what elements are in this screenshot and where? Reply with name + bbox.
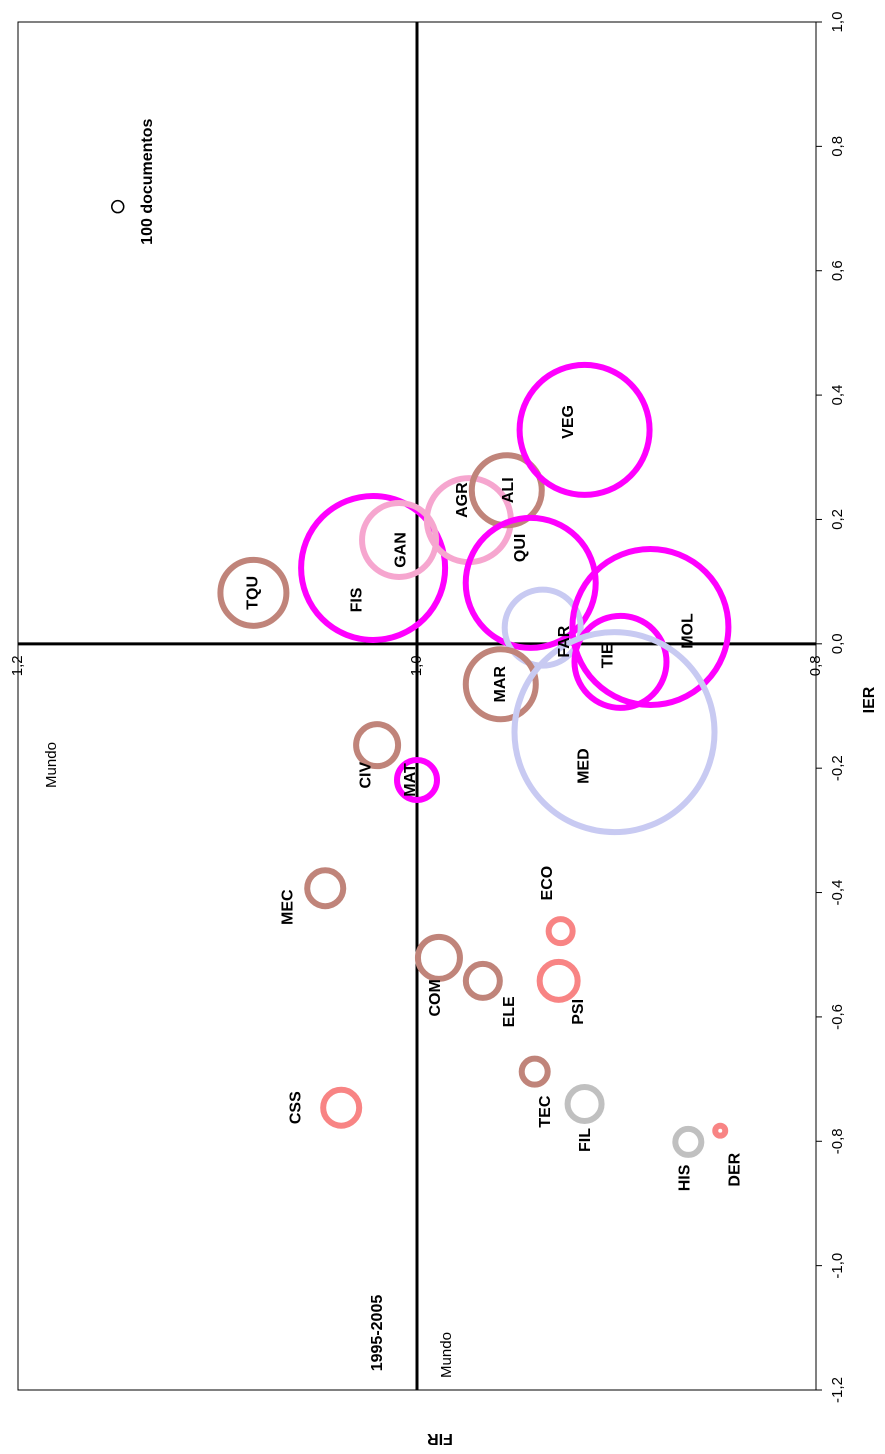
annotation: Mundo bbox=[43, 742, 60, 788]
y-tick-label: 0,2 bbox=[829, 509, 846, 530]
size-reference bbox=[111, 199, 125, 214]
bubble-label: TIE bbox=[600, 643, 617, 668]
bubble-label: MED bbox=[576, 748, 593, 784]
bubble bbox=[320, 1086, 363, 1129]
size-reference-label: 100 documentos bbox=[139, 118, 156, 244]
x-tick-label: 1,2 bbox=[9, 655, 26, 676]
bubble-label: MOL bbox=[680, 613, 697, 649]
bubble-label: CIV bbox=[357, 762, 374, 789]
bubble bbox=[672, 1125, 705, 1158]
bubble-label: TEC bbox=[537, 1095, 554, 1127]
bubble bbox=[298, 492, 449, 643]
y-tick-label: 1,0 bbox=[829, 12, 846, 33]
bubble-label: QUI bbox=[512, 534, 529, 562]
y-tick-label: -1,0 bbox=[829, 1253, 846, 1279]
x-axis-title: FIR bbox=[427, 1430, 453, 1447]
bubble-label: FAR bbox=[556, 625, 573, 657]
bubble bbox=[353, 721, 402, 770]
bubble-label: TQU bbox=[245, 576, 262, 610]
bubble-label: MAR bbox=[492, 666, 509, 703]
bubble bbox=[571, 612, 670, 711]
bubble-label: FIS bbox=[348, 587, 365, 612]
bubble bbox=[712, 1122, 729, 1139]
bubble-label: AGR bbox=[454, 482, 471, 518]
bubble-label: ELE bbox=[501, 996, 518, 1027]
bubble bbox=[545, 916, 576, 947]
bubble-label: MAT bbox=[402, 763, 419, 797]
bubble bbox=[462, 514, 599, 651]
y-axis-title: IER bbox=[861, 686, 878, 713]
y-tick-label: -0,8 bbox=[829, 1128, 846, 1154]
bubble-label: VEG bbox=[560, 405, 577, 439]
bubble-label: FIL bbox=[577, 1128, 594, 1152]
y-tick-label: 0,6 bbox=[829, 260, 846, 281]
bubble-label: ALI bbox=[500, 477, 517, 503]
bubble-label: COM bbox=[427, 979, 444, 1016]
bubble bbox=[518, 1055, 551, 1088]
bubble bbox=[414, 933, 463, 982]
bubble bbox=[394, 756, 440, 803]
annotation: 1995-2005 bbox=[369, 1295, 386, 1372]
bubble-label: CSS bbox=[287, 1091, 304, 1124]
bubble-label: HIS bbox=[677, 1164, 694, 1191]
bubble bbox=[217, 556, 290, 629]
bubble bbox=[569, 546, 732, 709]
y-tick-label: -0,6 bbox=[829, 1004, 846, 1030]
bubble bbox=[304, 867, 347, 910]
bubble-label: DER bbox=[726, 1152, 743, 1186]
annotation: Mundo bbox=[438, 1332, 455, 1378]
bubble bbox=[511, 629, 718, 836]
bubble-label: GAN bbox=[392, 532, 409, 568]
y-tick-label: -0,4 bbox=[829, 880, 846, 906]
bubble bbox=[536, 958, 581, 1003]
y-tick-label: 0,4 bbox=[829, 385, 846, 406]
bubble bbox=[462, 646, 539, 723]
bubble bbox=[359, 499, 440, 580]
bubble-label: MEC bbox=[279, 889, 296, 925]
x-tick-label: 1,0 bbox=[408, 655, 425, 676]
y-tick-label: -1,2 bbox=[829, 1377, 846, 1403]
bubble-label: PSI bbox=[570, 999, 587, 1025]
bubble bbox=[462, 960, 503, 1001]
bubble-label: ECO bbox=[539, 866, 556, 901]
y-tick-label: -0,2 bbox=[829, 755, 846, 781]
y-tick-label: 0,0 bbox=[829, 633, 846, 654]
bubble bbox=[564, 1083, 605, 1124]
bubble bbox=[516, 361, 653, 498]
x-tick-label: 0,8 bbox=[807, 655, 824, 676]
y-tick-label: 0,8 bbox=[829, 136, 846, 157]
